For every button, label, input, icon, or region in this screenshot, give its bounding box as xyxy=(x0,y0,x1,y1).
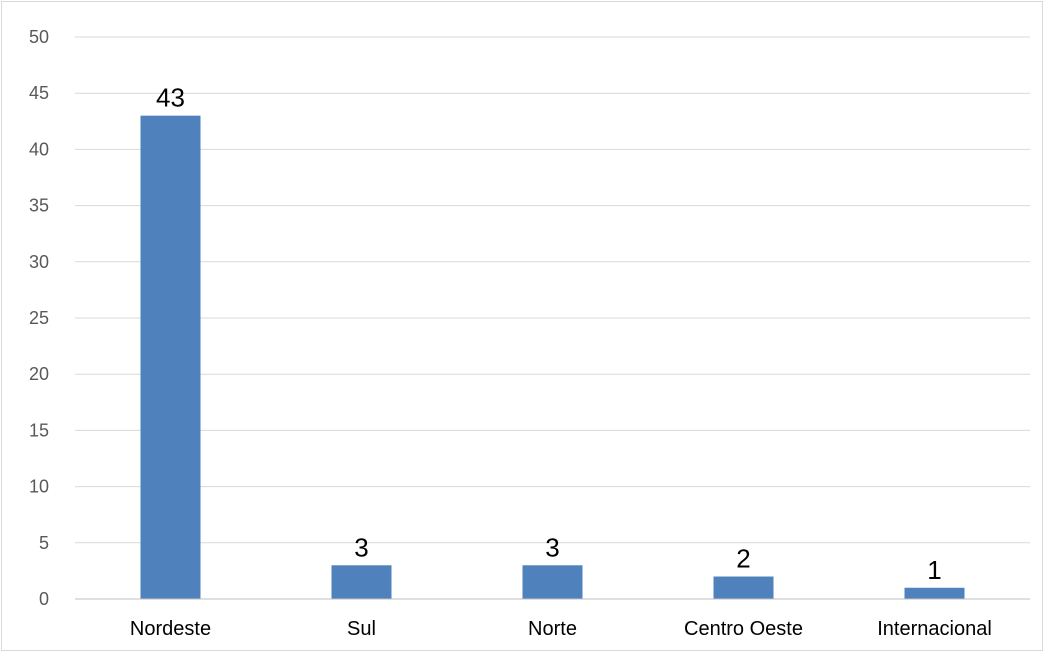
data-label: 43 xyxy=(156,83,185,113)
bar xyxy=(331,565,392,599)
bar xyxy=(904,587,965,599)
y-tick-label: 20 xyxy=(29,364,49,384)
data-label: 1 xyxy=(927,555,941,585)
bar xyxy=(140,115,201,600)
category-label: Internacional xyxy=(877,618,992,640)
y-tick-label: 30 xyxy=(29,252,49,272)
bar xyxy=(713,576,774,599)
data-label: 3 xyxy=(354,532,368,562)
y-tick-label: 45 xyxy=(29,83,49,103)
y-tick-label: 15 xyxy=(29,420,49,440)
y-tick-label: 25 xyxy=(29,308,49,328)
category-labels: Nordeste Sul Norte Centro Oeste Internaciona… xyxy=(130,618,992,640)
y-tick-label: 40 xyxy=(29,139,49,159)
category-label: Nordeste xyxy=(130,618,211,640)
y-tick-label: 0 xyxy=(39,589,49,609)
bars xyxy=(140,115,965,600)
data-labels: 43 3 3 2 1 xyxy=(156,83,942,585)
gridlines xyxy=(75,36,1030,544)
category-label: Sul xyxy=(347,618,376,640)
y-tick-label: 5 xyxy=(39,533,49,553)
category-label: Norte xyxy=(528,618,577,640)
data-label: 2 xyxy=(736,544,750,574)
y-tick-label: 35 xyxy=(29,196,49,216)
y-tick-label: 10 xyxy=(29,477,49,497)
bar xyxy=(522,565,583,599)
y-axis-ticks: 0 5 10 15 20 25 30 35 40 45 50 xyxy=(29,27,49,609)
category-label: Centro Oeste xyxy=(684,618,803,640)
y-tick-label: 50 xyxy=(29,27,49,47)
data-label: 3 xyxy=(545,532,559,562)
